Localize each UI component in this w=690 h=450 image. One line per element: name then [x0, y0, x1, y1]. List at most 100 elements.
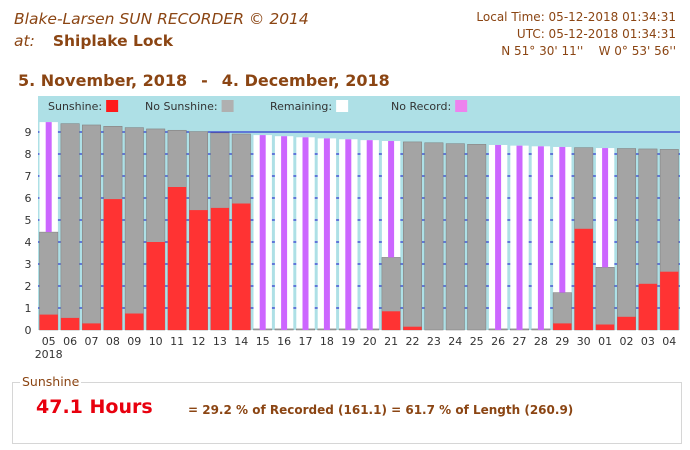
x-tick-label: 16 [277, 335, 291, 348]
no-record-marker [259, 135, 266, 330]
x-tick-label: 14 [234, 335, 248, 348]
no-record-marker [388, 141, 395, 258]
no-record-marker [345, 139, 352, 330]
location-row: at: Shiplake Lock [14, 30, 309, 52]
no-record-marker [366, 140, 373, 330]
sunshine-bar [553, 323, 572, 330]
x-tick-label: 01 [598, 335, 612, 348]
legend-label: Remaining: [270, 100, 332, 113]
sunshine-bar [595, 324, 615, 330]
longitude: W 0° 53' 56'' [598, 44, 676, 58]
sunshine-bar [660, 271, 679, 330]
x-tick-label: 03 [641, 335, 655, 348]
x-tick-year: 2018 [35, 348, 63, 361]
no-sunshine-bar [467, 144, 487, 331]
no-record-marker [537, 146, 544, 330]
sunshine-bar [146, 242, 165, 330]
sunshine-bar [574, 228, 593, 330]
no-record-marker [516, 145, 523, 330]
sunshine-summary: Sunshine 47.1 Hours = 29.2 % of Recorded… [12, 374, 682, 444]
range-end: 4. December, 2018 [221, 71, 390, 90]
sunshine-bar [60, 317, 80, 330]
sunshine-bar [167, 187, 187, 330]
local-time: Local Time: 05-12-2018 01:34:31 [476, 10, 676, 24]
x-tick-label: 30 [577, 335, 591, 348]
x-tick-label: 17 [299, 335, 313, 348]
sunshine-bar [103, 199, 123, 330]
x-tick-label: 22 [406, 335, 420, 348]
no-sunshine-bar [445, 143, 465, 331]
x-tick-label: 08 [106, 335, 120, 348]
y-tick-label: 2 [25, 280, 32, 293]
x-tick-label: 29 [555, 335, 569, 348]
no-record-marker [281, 136, 288, 330]
y-tick-label: 9 [25, 126, 32, 139]
coordinates: N 51° 30' 11'' W 0° 53' 56'' [476, 43, 676, 60]
x-tick-label: 28 [534, 335, 548, 348]
x-tick-label: 23 [427, 335, 441, 348]
x-tick-label: 19 [341, 335, 355, 348]
x-tick-label: 20 [363, 335, 377, 348]
sunshine-hours: 47.1 Hours [36, 396, 153, 418]
sunshine-bar [125, 313, 144, 330]
sunshine-bar [39, 314, 58, 330]
no-record-marker [495, 144, 502, 330]
y-tick-label: 8 [25, 148, 32, 161]
x-tick-label: 25 [470, 335, 484, 348]
sunshine-bar [638, 283, 658, 330]
location-name: Shiplake Lock [52, 32, 174, 50]
no-record-marker [559, 146, 566, 293]
legend-label: No Record: [391, 100, 451, 113]
y-tick-label: 5 [25, 214, 32, 227]
x-tick-label: 04 [662, 335, 676, 348]
x-tick-label: 21 [384, 335, 398, 348]
no-sunshine-bar [82, 124, 101, 331]
legend-swatch [106, 100, 119, 112]
no-sunshine-bar [595, 267, 615, 331]
y-tick-label: 4 [25, 236, 32, 249]
y-tick-label: 7 [25, 170, 32, 183]
plot-background [38, 96, 680, 330]
sunshine-bar [617, 316, 636, 330]
latitude: N 51° 30' 11'' [501, 44, 584, 58]
sunshine-bar [82, 323, 101, 330]
y-tick-label: 1 [25, 302, 32, 315]
sunshine-bar [403, 326, 422, 330]
no-sunshine-bar [60, 123, 80, 331]
x-tick-label: 09 [127, 335, 141, 348]
legend-swatch [455, 100, 468, 112]
y-tick-label: 0 [25, 324, 32, 337]
no-record-marker [602, 148, 609, 268]
no-sunshine-bar [403, 141, 422, 331]
sunshine-bar [381, 311, 401, 330]
x-tick-label: 18 [320, 335, 334, 348]
legend-label: No Sunshine: [145, 100, 218, 113]
x-tick-label: 24 [448, 335, 462, 348]
summary-title: Sunshine [20, 374, 82, 389]
range-start: 5. November, 2018 [18, 71, 188, 90]
y-tick-label: 3 [25, 258, 32, 271]
y-tick-label: 6 [25, 192, 32, 205]
utc-time: UTC: 05-12-2018 01:34:31 [516, 27, 676, 41]
x-tick-label: 13 [213, 335, 227, 348]
no-record-marker [45, 122, 52, 233]
x-tick-label: 06 [63, 335, 77, 348]
date-range: 5. November, 2018-4. December, 2018 [18, 71, 390, 90]
no-sunshine-bar [424, 142, 444, 331]
sunshine-percentages: = 29.2 % of Recorded (161.1) = 61.7 % of… [188, 403, 574, 417]
x-tick-label: 07 [85, 335, 99, 348]
header-left: Blake-Larsen SUN RECORDER © 2014 at: Ship… [14, 8, 309, 52]
sunshine-bar [232, 203, 251, 330]
no-sunshine-bar [124, 127, 144, 331]
header-right: Local Time: 05-12-2018 01:34:31 UTC: 05-… [476, 9, 676, 60]
x-tick-label: 02 [620, 335, 634, 348]
x-tick-label: 05 [42, 335, 56, 348]
x-tick-label: 15 [256, 335, 270, 348]
legend-swatch [221, 100, 234, 112]
x-tick-label: 12 [192, 335, 206, 348]
no-record-marker [302, 137, 309, 330]
at-label: at: [14, 32, 35, 50]
x-tick-label: 26 [491, 335, 505, 348]
sunshine-bar [210, 207, 230, 330]
x-tick-label: 11 [170, 335, 184, 348]
